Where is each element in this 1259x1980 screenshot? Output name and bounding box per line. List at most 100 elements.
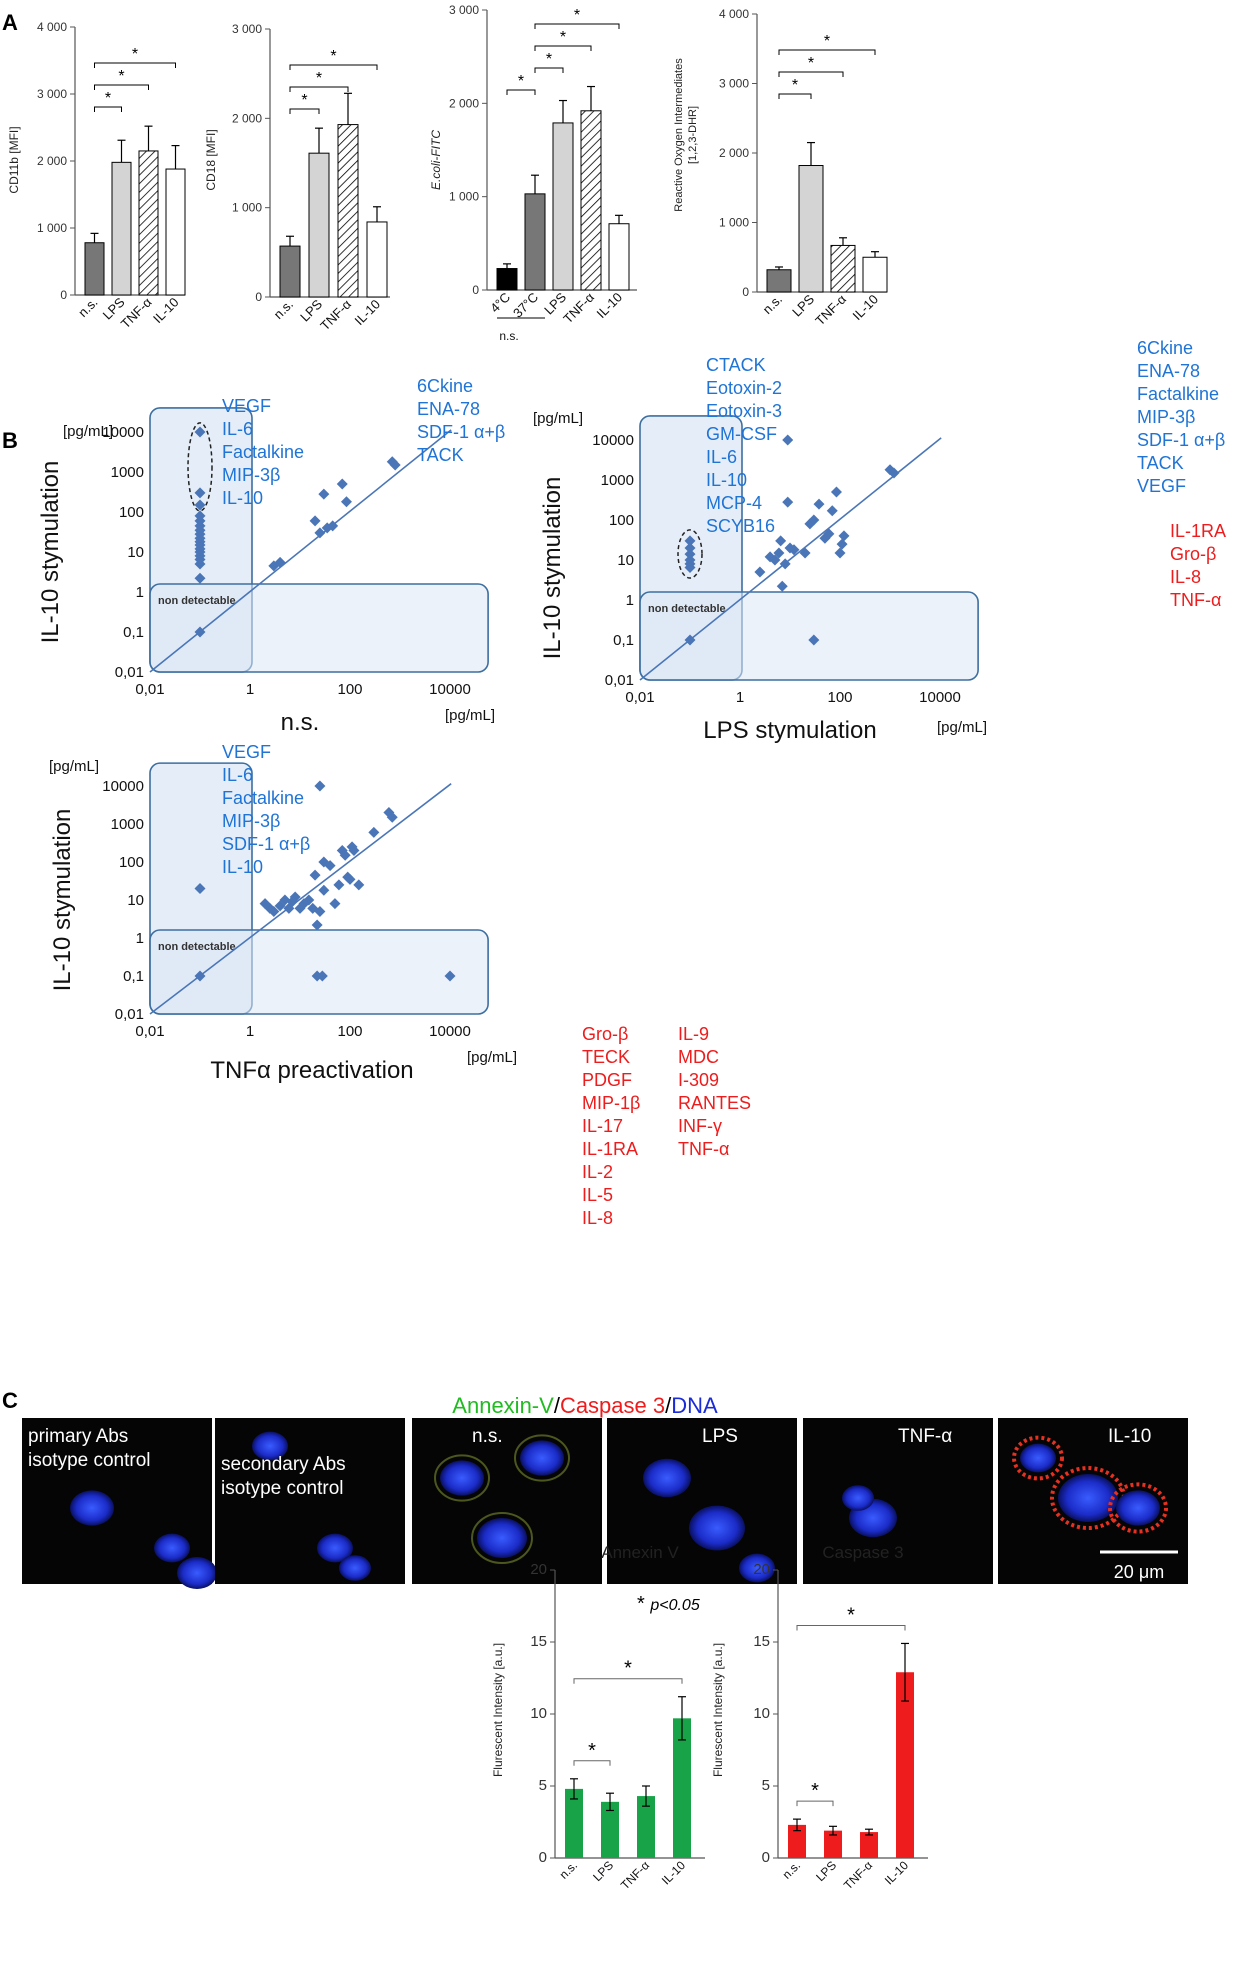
- significance-bracket-2: [778, 49, 876, 55]
- x-tick-label-2: 100: [827, 689, 852, 706]
- data-point-17: [194, 626, 206, 638]
- data-point-4: [268, 905, 280, 917]
- data-point-15: [782, 496, 794, 508]
- y-axis-label: CD18 [MFI]: [204, 129, 218, 190]
- y-tick-label-0: 0,01: [115, 664, 144, 681]
- bar-1: [524, 193, 546, 291]
- category-label-1: LPS: [813, 1858, 839, 1884]
- y-tick-label: 2 000: [719, 146, 749, 160]
- significance-bracket-1: [534, 67, 564, 73]
- data-point-26: [834, 547, 846, 559]
- micrograph-1: secondary Abs isotype control: [215, 1418, 405, 1584]
- y-tick-label: 3 000: [232, 22, 262, 36]
- data-point-6: [684, 634, 696, 646]
- y-tick-label-4: 100: [119, 504, 144, 521]
- bar-0: [496, 268, 518, 291]
- nucleus-2-0: [440, 1460, 484, 1496]
- panel-label-c: C: [2, 1388, 18, 1413]
- annotation-red-col2-1: MDC: [678, 1047, 719, 1067]
- significance-star-1: *: [808, 55, 814, 72]
- title-part-0: Annexin-V: [452, 1393, 554, 1418]
- data-point-1: [684, 542, 696, 554]
- data-point-28: [389, 459, 401, 471]
- x-axis-label: LPS stymulation: [703, 717, 876, 744]
- category-label-3: IL-10: [659, 1858, 688, 1887]
- annotation-left-1: IL-6: [222, 765, 253, 785]
- bar-0: [279, 245, 301, 298]
- significance-bracket-3: [534, 23, 620, 29]
- x-tick-label-2: 100: [337, 1023, 362, 1040]
- y-tick-label: 4 000: [719, 7, 749, 21]
- y-tick-label: 3 000: [449, 3, 479, 17]
- micrograph-label-3-0: LPS: [702, 1426, 738, 1447]
- y-axis-label: CD11b [MFI]: [7, 126, 21, 193]
- annotation-left-0: CTACK: [706, 355, 766, 375]
- nucleus-3-1: [689, 1505, 745, 1551]
- significance-bracket-2: [289, 64, 378, 70]
- significance-star-2: *: [132, 46, 138, 63]
- region-horizontal: [149, 929, 489, 1015]
- data-point-7: [754, 566, 766, 578]
- non-detectable-label: non detectable: [158, 595, 236, 607]
- data-point-9: [289, 891, 301, 903]
- y-tick-label-3: 10: [617, 552, 634, 569]
- annotation-left-0: VEGF: [222, 396, 271, 416]
- significance-star-1: *: [847, 1604, 855, 1626]
- y-tick-label: 0: [539, 1849, 547, 1866]
- y-tick-label: 3 000: [719, 77, 749, 91]
- annotation-right-3: MIP-3β: [1137, 407, 1195, 427]
- data-point-13: [779, 558, 791, 570]
- y-tick-label: 5: [762, 1777, 770, 1794]
- significance-star-1: *: [546, 51, 552, 68]
- highlight-ellipse: [677, 529, 703, 579]
- micrograph-label-0-0: primary Abs: [28, 1426, 128, 1447]
- data-point-29: [353, 879, 365, 891]
- y-tick-label-1: 0,1: [123, 968, 144, 985]
- significance-bracket-0: [778, 93, 812, 99]
- category-label-0: n.s.: [557, 1858, 581, 1882]
- annotation-left-5: IL-10: [222, 857, 263, 877]
- data-point-17: [314, 905, 326, 917]
- bar-4: [608, 223, 630, 291]
- data-point-15: [194, 558, 206, 570]
- category-label-0: n.s.: [760, 292, 785, 317]
- y-axis-label-unit: [1,2,3-DHR]: [687, 106, 699, 164]
- micrograph-0: primary Abs isotype control: [22, 1418, 217, 1589]
- significance-star-0: *: [811, 1780, 819, 1802]
- title-part-1: /: [554, 1393, 561, 1418]
- data-point-19: [274, 556, 286, 568]
- y-tick-label: 1 000: [37, 221, 67, 235]
- y-tick-label-6: 10000: [102, 778, 144, 795]
- significance-star-0: *: [105, 90, 111, 107]
- y-unit: [pg/mL]: [49, 758, 99, 775]
- significance-star-0: *: [518, 73, 524, 90]
- category-label-0: n.s.: [75, 295, 100, 320]
- micrograph-3: LPS: [607, 1418, 797, 1584]
- bar-2: [337, 124, 359, 298]
- data-point-0: [194, 426, 206, 438]
- significance-bracket-1: [573, 1678, 683, 1684]
- bar-2: [138, 150, 159, 296]
- micrograph-background-4: [803, 1418, 993, 1584]
- bar-0: [766, 269, 792, 293]
- significance-bracket-1: [289, 86, 349, 92]
- y-tick-label: 0: [60, 288, 67, 302]
- data-point-20: [324, 860, 336, 872]
- bar-2: [860, 1832, 878, 1858]
- non-detectable-label: non detectable: [648, 603, 726, 615]
- data-point-21: [813, 498, 825, 510]
- data-point-1: [194, 970, 206, 982]
- nucleus-2-1: [520, 1440, 564, 1476]
- annotation-left-6: MCP-4: [706, 493, 762, 513]
- significance-bracket-0: [506, 89, 536, 95]
- nucleus-1-0: [252, 1431, 288, 1461]
- x-tick-label-3: 10000: [919, 689, 961, 706]
- annotation-left-5: IL-10: [706, 470, 747, 490]
- y-tick-label-6: 10000: [102, 424, 144, 441]
- y-tick-label: 3 000: [37, 87, 67, 101]
- y-tick-label: 5: [539, 1777, 547, 1794]
- data-point-21: [329, 898, 341, 910]
- y-tick-label-1: 0,1: [613, 632, 634, 649]
- y-tick-label: 1 000: [232, 201, 262, 215]
- x-axis-label: n.s.: [281, 709, 320, 736]
